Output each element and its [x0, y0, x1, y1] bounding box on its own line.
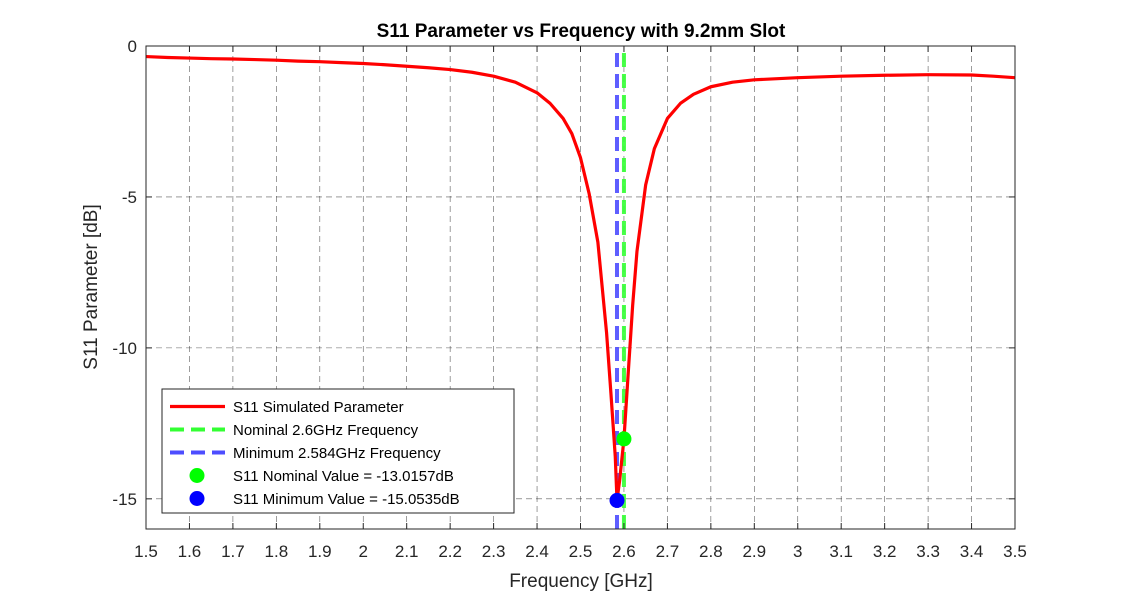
y-tick-label: -5: [122, 188, 137, 207]
legend-entry-label: S11 Simulated Parameter: [233, 399, 404, 416]
y-tick-label: 0: [128, 37, 137, 56]
x-tick-label: 3.5: [1003, 542, 1027, 561]
x-tick-label: 2.1: [395, 542, 419, 561]
legend-entry-label: S11 Minimum Value = -15.0535dB: [233, 491, 460, 508]
x-tick-label: 3.1: [829, 542, 853, 561]
x-tick-label: 2.2: [438, 542, 462, 561]
nominal-value-marker: [616, 431, 632, 447]
x-tick-label: 1.5: [134, 542, 158, 561]
x-tick-label: 2.5: [569, 542, 593, 561]
chart-title: S11 Parameter vs Frequency with 9.2mm Sl…: [377, 21, 786, 42]
y-axis-ticks: 0 -5 -10 -15: [112, 37, 1015, 509]
x-tick-label: 2.4: [525, 542, 549, 561]
x-tick-label: 2.7: [656, 542, 680, 561]
legend: S11 Simulated Parameter Nominal 2.6GHz Fr…: [161, 388, 515, 514]
x-tick-label: 1.9: [308, 542, 332, 561]
x-tick-label: 2.3: [482, 542, 506, 561]
x-tick-label: 3.4: [960, 542, 984, 561]
x-tick-label: 2: [359, 542, 368, 561]
x-tick-label: 1.7: [221, 542, 245, 561]
x-tick-label: 1.6: [178, 542, 202, 561]
x-tick-label: 1.8: [265, 542, 289, 561]
x-tick-label: 3.2: [873, 542, 897, 561]
x-axis-label: Frequency [GHz]: [509, 571, 653, 592]
series-layer: [146, 46, 1015, 529]
legend-swatch-minimum-marker: [189, 491, 205, 506]
legend-entry-label: S11 Nominal Value = -13.0157dB: [233, 468, 454, 485]
legend-swatch-nominal-marker: [189, 468, 205, 483]
minimum-value-marker: [609, 492, 625, 508]
x-axis-ticks: 1.5 1.6 1.7 1.8 1.9 2 2.1 2.2 2.3 2.4 2.5 2.6 2.7 2.8…: [134, 46, 1027, 561]
x-tick-label: 2.9: [742, 542, 766, 561]
y-axis-label: S11 Parameter [dB]: [81, 204, 102, 369]
legend-entry-label: Minimum 2.584GHz Frequency: [233, 445, 441, 462]
s11-simulated-line: [146, 54, 1015, 502]
y-tick-label: -15: [112, 490, 137, 509]
x-tick-label: 3: [793, 542, 802, 561]
x-tick-label: 2.6: [612, 542, 636, 561]
y-tick-label: -10: [112, 339, 137, 358]
legend-entry-label: Nominal 2.6GHz Frequency: [233, 422, 419, 439]
x-tick-label: 2.8: [699, 542, 723, 561]
x-tick-label: 3.3: [916, 542, 940, 561]
